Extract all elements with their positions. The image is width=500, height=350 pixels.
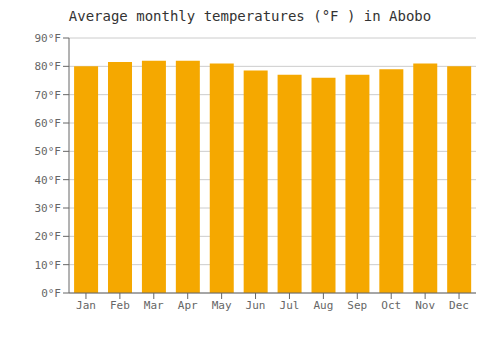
svg-text:50°F: 50°F <box>35 145 62 158</box>
svg-text:0°F: 0°F <box>41 287 61 300</box>
svg-text:Nov: Nov <box>415 299 435 312</box>
svg-text:40°F: 40°F <box>35 174 62 187</box>
svg-text:Feb: Feb <box>110 299 130 312</box>
svg-text:60°F: 60°F <box>35 117 62 130</box>
svg-text:10°F: 10°F <box>35 259 62 272</box>
svg-text:Sep: Sep <box>347 299 367 312</box>
svg-text:80°F: 80°F <box>35 60 62 73</box>
svg-text:90°F: 90°F <box>35 32 62 45</box>
svg-text:May: May <box>212 299 232 312</box>
svg-text:Dec: Dec <box>449 299 469 312</box>
svg-text:Apr: Apr <box>178 299 198 312</box>
svg-text:Mar: Mar <box>144 299 164 312</box>
svg-text:70°F: 70°F <box>35 89 62 102</box>
svg-text:Oct: Oct <box>381 299 401 312</box>
svg-text:Jun: Jun <box>246 299 266 312</box>
svg-text:30°F: 30°F <box>35 202 62 215</box>
svg-text:Jul: Jul <box>280 299 300 312</box>
svg-text:Jan: Jan <box>76 299 96 312</box>
svg-text:Aug: Aug <box>313 299 333 312</box>
html-text:Average monthly temperatures (: Average monthly temperatures (°F ) in Ab… <box>68 8 432 24</box>
svg-text:20°F: 20°F <box>35 230 62 243</box>
